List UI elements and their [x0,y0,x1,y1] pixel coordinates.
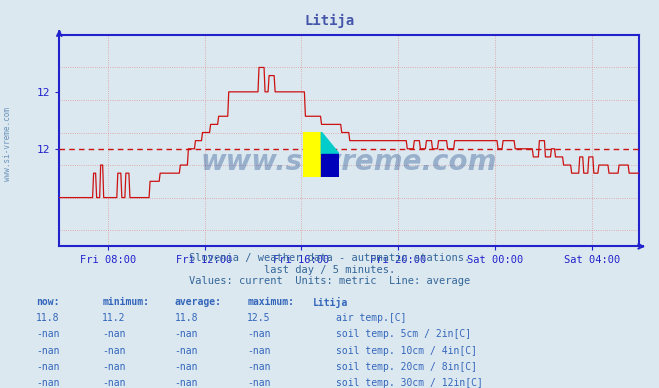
Text: -nan: -nan [175,362,198,372]
Text: -nan: -nan [247,346,271,356]
Text: Values: current  Units: metric  Line: average: Values: current Units: metric Line: aver… [189,276,470,286]
Text: -nan: -nan [102,362,126,372]
Text: last day / 5 minutes.: last day / 5 minutes. [264,265,395,275]
Text: -nan: -nan [102,346,126,356]
Text: minimum:: minimum: [102,297,149,307]
Text: -nan: -nan [247,378,271,388]
Text: -nan: -nan [175,329,198,340]
Text: -nan: -nan [175,378,198,388]
Text: soil temp. 30cm / 12in[C]: soil temp. 30cm / 12in[C] [336,378,483,388]
Text: -nan: -nan [36,346,60,356]
Text: -nan: -nan [36,362,60,372]
Text: Slovenia / weather data - automatic stations.: Slovenia / weather data - automatic stat… [189,253,470,263]
Polygon shape [303,132,322,177]
Text: now:: now: [36,297,60,307]
Text: 11.8: 11.8 [36,313,60,323]
Polygon shape [322,132,339,154]
Text: Litija: Litija [313,297,348,308]
Text: -nan: -nan [102,378,126,388]
Text: -nan: -nan [175,346,198,356]
Text: average:: average: [175,297,221,307]
Text: soil temp. 5cm / 2in[C]: soil temp. 5cm / 2in[C] [336,329,471,340]
Text: maximum:: maximum: [247,297,294,307]
Text: www.si-vreme.com: www.si-vreme.com [3,107,13,180]
Text: soil temp. 10cm / 4in[C]: soil temp. 10cm / 4in[C] [336,346,477,356]
Text: 11.2: 11.2 [102,313,126,323]
Text: air temp.[C]: air temp.[C] [336,313,407,323]
Text: www.si-vreme.com: www.si-vreme.com [201,148,498,176]
Text: Litija: Litija [304,14,355,28]
Text: 11.8: 11.8 [175,313,198,323]
Text: -nan: -nan [102,329,126,340]
Text: 12.5: 12.5 [247,313,271,323]
Text: -nan: -nan [36,378,60,388]
Polygon shape [322,154,339,177]
Text: -nan: -nan [36,329,60,340]
Text: -nan: -nan [247,362,271,372]
Text: -nan: -nan [247,329,271,340]
Text: soil temp. 20cm / 8in[C]: soil temp. 20cm / 8in[C] [336,362,477,372]
